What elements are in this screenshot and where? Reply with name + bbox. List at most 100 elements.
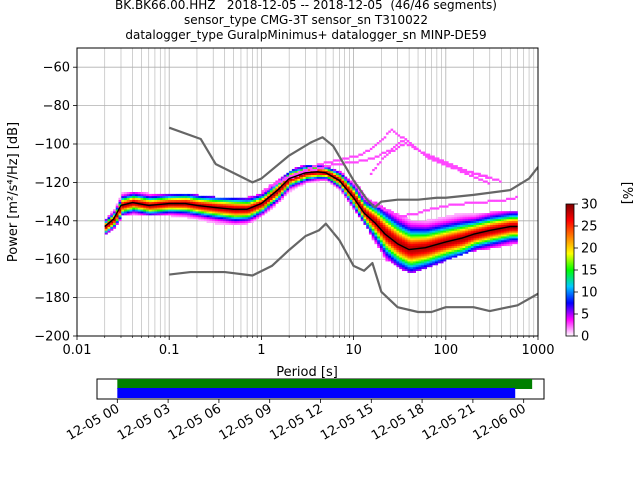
density-cell-outlier xyxy=(388,211,391,214)
density-cell xyxy=(429,238,433,241)
density-cell-outlier xyxy=(386,149,389,152)
density-cell xyxy=(426,241,430,245)
density-cell xyxy=(371,222,375,225)
density-cell xyxy=(514,240,518,243)
density-cell xyxy=(512,218,516,222)
density-cell xyxy=(479,224,483,227)
density-cell xyxy=(159,213,163,216)
density-cell-outlier xyxy=(404,142,408,145)
density-cell xyxy=(283,190,287,193)
density-cell xyxy=(311,180,315,183)
density-cell-outlier xyxy=(353,161,357,164)
density-cell xyxy=(509,215,513,218)
density-cell xyxy=(382,247,386,250)
density-cell xyxy=(390,261,395,264)
density-cell xyxy=(440,253,444,256)
density-cell xyxy=(165,209,169,212)
density-cell-outlier xyxy=(462,168,465,172)
chart-title-line-3: datalogger_type GuralpMinimus+ datalogge… xyxy=(125,28,487,42)
density-cell xyxy=(410,245,414,248)
density-cell-outlier xyxy=(289,174,292,177)
density-cell xyxy=(454,251,458,254)
density-cell xyxy=(267,207,271,210)
density-cell xyxy=(459,222,463,225)
density-cell xyxy=(225,209,229,212)
density-cell xyxy=(115,216,119,220)
density-cell-outlier xyxy=(445,163,449,166)
density-cell xyxy=(423,251,428,254)
density-cell xyxy=(110,211,114,214)
density-cell xyxy=(512,241,516,245)
density-cell xyxy=(355,207,359,210)
density-cell xyxy=(388,245,392,248)
density-cell xyxy=(173,213,177,216)
density-cell xyxy=(214,207,218,210)
density-cell xyxy=(236,222,240,225)
density-cell-outlier xyxy=(450,203,454,206)
density-cell xyxy=(346,188,350,191)
density-cell-outlier xyxy=(385,209,389,212)
density-cell xyxy=(308,172,312,176)
density-cell xyxy=(135,195,139,199)
density-cell xyxy=(118,213,122,216)
density-cell xyxy=(162,205,166,208)
density-cell-outlier xyxy=(485,180,488,183)
density-cell xyxy=(278,197,282,200)
density-cell xyxy=(357,203,361,206)
noise-model-curves xyxy=(104,126,538,314)
density-cell xyxy=(146,195,150,199)
density-cell xyxy=(490,241,494,245)
density-cell xyxy=(184,213,188,216)
density-cell xyxy=(440,259,444,262)
density-cell xyxy=(423,226,428,229)
density-cell xyxy=(333,180,337,183)
density-cell xyxy=(322,168,326,172)
density-cell xyxy=(132,211,136,214)
density-cell xyxy=(440,255,444,258)
density-cell xyxy=(360,218,364,222)
density-cell xyxy=(465,232,469,235)
density-cell-outlier xyxy=(369,147,373,151)
density-cell xyxy=(278,178,282,181)
density-cell xyxy=(443,238,447,241)
density-cell xyxy=(341,186,345,189)
density-cell xyxy=(360,215,364,218)
density-cell xyxy=(432,241,436,245)
density-cell xyxy=(220,218,224,222)
density-cell xyxy=(465,238,469,241)
density-cell xyxy=(512,234,516,237)
density-cell-outlier xyxy=(436,207,440,210)
density-cell xyxy=(368,218,372,222)
density-cell xyxy=(512,216,516,220)
density-cell xyxy=(407,224,411,227)
density-cell xyxy=(223,205,227,208)
density-cell xyxy=(490,230,494,233)
density-cell-outlier xyxy=(390,211,394,214)
density-cell xyxy=(118,197,122,200)
density-cell xyxy=(412,245,417,248)
density-cell xyxy=(209,213,213,216)
density-cell xyxy=(476,238,480,241)
density-cell xyxy=(407,268,411,272)
density-cell xyxy=(335,176,339,179)
density-cell xyxy=(115,218,119,222)
density-cell xyxy=(451,253,455,256)
density-cell-outlier xyxy=(494,199,498,202)
density-cell xyxy=(135,193,139,197)
density-cell xyxy=(490,238,494,241)
density-cell xyxy=(201,199,205,202)
density-cell xyxy=(245,211,249,214)
density-cell-outlier xyxy=(434,157,438,160)
density-cell xyxy=(220,205,224,208)
density-cell xyxy=(187,195,191,199)
density-cell-outlier xyxy=(381,138,384,141)
density-cell xyxy=(421,241,425,245)
density-cell xyxy=(132,209,136,212)
density-cell xyxy=(412,222,417,225)
density-cell xyxy=(446,216,450,220)
density-cell xyxy=(264,211,268,214)
density-cell xyxy=(146,211,150,214)
density-cell xyxy=(187,199,191,202)
density-cell xyxy=(404,264,408,268)
density-cell-outlier xyxy=(282,178,286,181)
